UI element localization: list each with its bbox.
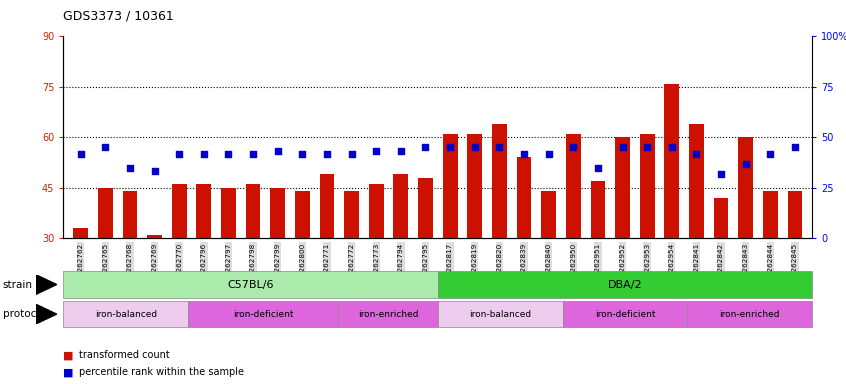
Point xyxy=(640,144,654,151)
Polygon shape xyxy=(36,304,57,324)
Bar xyxy=(172,184,187,238)
Point xyxy=(591,164,605,170)
Point xyxy=(492,144,506,151)
Bar xyxy=(541,191,556,238)
Bar xyxy=(591,181,605,238)
Bar xyxy=(566,134,580,238)
Polygon shape xyxy=(36,275,57,295)
Point xyxy=(320,151,333,157)
Bar xyxy=(689,124,704,238)
Text: transformed count: transformed count xyxy=(79,350,169,360)
Bar xyxy=(196,184,212,238)
Point xyxy=(517,151,530,157)
Bar xyxy=(295,191,310,238)
Point xyxy=(665,144,678,151)
Text: C57BL/6: C57BL/6 xyxy=(228,280,274,290)
Bar xyxy=(442,134,458,238)
Point xyxy=(271,148,284,154)
Bar xyxy=(517,157,531,238)
Point xyxy=(295,151,309,157)
Text: strain: strain xyxy=(3,280,32,290)
Bar xyxy=(418,177,433,238)
Point xyxy=(394,148,408,154)
Text: GDS3373 / 10361: GDS3373 / 10361 xyxy=(63,10,174,23)
Bar xyxy=(369,184,383,238)
Bar xyxy=(664,84,679,238)
Text: percentile rank within the sample: percentile rank within the sample xyxy=(79,367,244,377)
Bar xyxy=(467,134,482,238)
Bar xyxy=(492,124,507,238)
Point xyxy=(345,151,359,157)
Text: DBA/2: DBA/2 xyxy=(607,280,642,290)
Bar xyxy=(245,184,261,238)
Point xyxy=(173,151,186,157)
Text: protocol: protocol xyxy=(3,309,46,319)
Bar xyxy=(714,198,728,238)
Text: iron-balanced: iron-balanced xyxy=(470,310,531,319)
Point xyxy=(616,144,629,151)
Point xyxy=(370,148,383,154)
Bar xyxy=(788,191,802,238)
Bar xyxy=(123,191,137,238)
Text: iron-deficient: iron-deficient xyxy=(233,310,294,319)
Text: iron-enriched: iron-enriched xyxy=(358,310,418,319)
Point xyxy=(197,151,211,157)
Point xyxy=(222,151,235,157)
Point xyxy=(689,151,703,157)
Point xyxy=(443,144,457,151)
Bar xyxy=(763,191,777,238)
Bar xyxy=(739,137,753,238)
Point xyxy=(764,151,777,157)
Bar xyxy=(320,174,334,238)
Point xyxy=(124,164,137,170)
Bar xyxy=(344,191,359,238)
Bar xyxy=(147,235,162,238)
Bar xyxy=(98,188,113,238)
Bar xyxy=(74,228,88,238)
Point xyxy=(468,144,481,151)
Bar xyxy=(221,188,236,238)
Point xyxy=(419,144,432,151)
Point xyxy=(739,161,752,167)
Text: ■: ■ xyxy=(63,350,74,360)
Point xyxy=(148,168,162,174)
Bar xyxy=(615,137,630,238)
Point xyxy=(542,151,556,157)
Point xyxy=(74,151,87,157)
Text: iron-enriched: iron-enriched xyxy=(719,310,780,319)
Point xyxy=(714,171,728,177)
Text: iron-deficient: iron-deficient xyxy=(595,310,656,319)
Point xyxy=(98,144,112,151)
Bar xyxy=(393,174,409,238)
Text: iron-balanced: iron-balanced xyxy=(95,310,157,319)
Point xyxy=(788,144,802,151)
Point xyxy=(246,151,260,157)
Text: ■: ■ xyxy=(63,367,74,377)
Bar xyxy=(271,188,285,238)
Bar xyxy=(640,134,655,238)
Point xyxy=(567,144,580,151)
